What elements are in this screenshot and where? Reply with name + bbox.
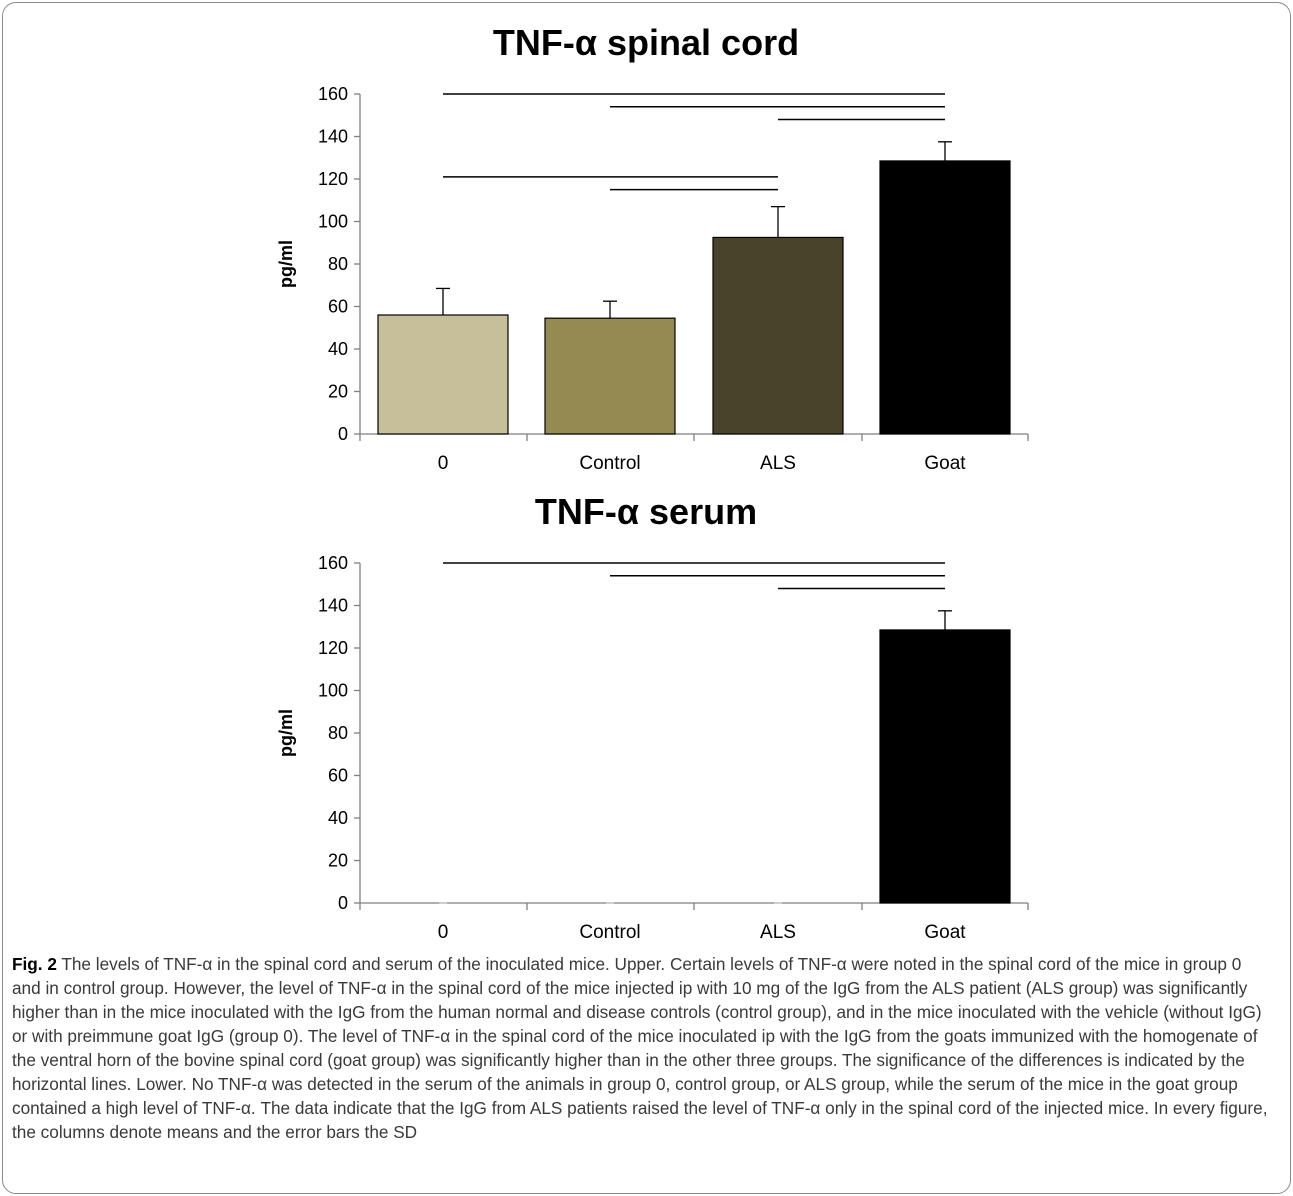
chart1-bar-goat <box>879 160 1011 435</box>
chart1-y-tick-label: 80 <box>328 254 348 274</box>
chart2-bar-goat <box>879 629 1011 904</box>
chart2-title: TNF-α serum <box>535 491 757 532</box>
chart1-bar-control <box>544 317 676 435</box>
chart1-y-tick-label: 40 <box>328 339 348 359</box>
chart2-y-tick-label: 80 <box>328 723 348 743</box>
figure-caption: Fig. 2 The levels of TNF-α in the spinal… <box>12 952 1274 1144</box>
chart1-y-tick-label: 60 <box>328 297 348 317</box>
chart1-y-tick-label: 100 <box>318 212 348 232</box>
chart2-y-tick-label: 120 <box>318 638 348 658</box>
chart2-y-tick-label: 20 <box>328 851 348 871</box>
chart1-category-label: ALS <box>760 453 796 474</box>
chart2-category-label: Goat <box>924 922 966 943</box>
chart1-bar-als <box>712 236 844 435</box>
chart2-category-label: Control <box>579 922 640 943</box>
chart1-y-tick-label: 140 <box>318 127 348 147</box>
caption-label: Fig. 2 <box>12 954 57 974</box>
chart1-bar-0 <box>377 314 509 435</box>
chart2-y-tick-label: 40 <box>328 808 348 828</box>
chart1-title: TNF-α spinal cord <box>493 22 799 63</box>
chart1-category-label: 0 <box>438 453 449 474</box>
caption-text: The levels of TNF-α in the spinal cord a… <box>12 954 1268 1142</box>
chart1-y-tick-label: 160 <box>318 84 348 104</box>
chart2-y-tick-label: 100 <box>318 681 348 701</box>
chart1-y-tick-label: 20 <box>328 382 348 402</box>
chart1-category-label: Control <box>579 453 640 474</box>
chart1-y-axis-title: pg/ml <box>276 240 296 288</box>
chart2-y-tick-label: 60 <box>328 766 348 786</box>
chart1-category-label: Goat <box>924 453 966 474</box>
chart1-y-tick-label: 0 <box>338 424 348 444</box>
figure-charts: TNF-α spinal cord pg/ml 0 20 40 60 80 100 120 140… <box>276 22 1029 943</box>
chart2-y-tick-label: 160 <box>318 553 348 573</box>
chart2-y-tick-label: 0 <box>338 893 348 913</box>
chart2-y-axis-title: pg/ml <box>276 709 296 757</box>
chart1-y-tick-label: 120 <box>318 169 348 189</box>
chart2-category-label: ALS <box>760 922 796 943</box>
chart2-category-label: 0 <box>438 922 449 943</box>
chart2-y-tick-label: 140 <box>318 596 348 616</box>
